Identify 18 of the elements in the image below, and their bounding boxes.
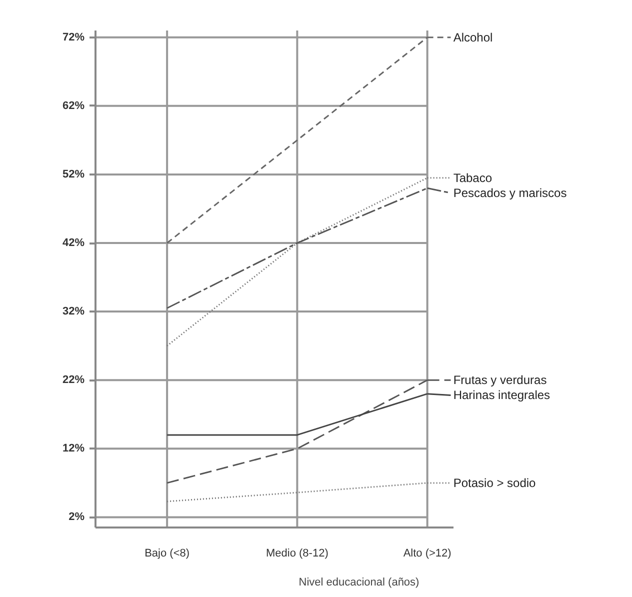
- x-tick-label: Alto (>12): [403, 548, 452, 560]
- legend-label: Potasio > sodio: [453, 476, 536, 490]
- y-tick-label: 2%: [68, 511, 85, 524]
- y-tick-label: 62%: [62, 100, 85, 112]
- y-tick-label: 42%: [62, 237, 85, 250]
- x-axis-title: Nivel educacional (años): [298, 576, 420, 588]
- x-tick-label: Bajo (<8): [144, 548, 190, 560]
- legend-label: Frutas y verduras: [453, 373, 547, 388]
- y-tick-label: 72%: [62, 31, 85, 44]
- y-tick-label: 32%: [62, 306, 85, 318]
- legend-label: Pescados y mariscos: [453, 186, 567, 200]
- y-tick-label: 52%: [62, 168, 85, 180]
- x-tick-label: Medio (8-12): [266, 548, 328, 560]
- legend-label: Harinas integrales: [453, 388, 550, 402]
- legend-label: Alcohol: [453, 30, 493, 44]
- y-tick-label: 12%: [62, 442, 85, 455]
- y-tick-label: 22%: [62, 374, 85, 386]
- legend-label: Tabaco: [453, 170, 492, 185]
